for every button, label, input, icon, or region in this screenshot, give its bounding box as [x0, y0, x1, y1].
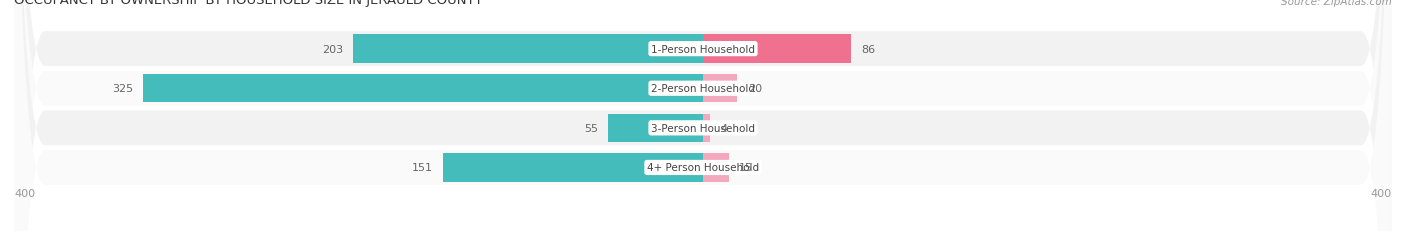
Bar [703, 35, 851, 64]
FancyBboxPatch shape [14, 0, 1392, 231]
Bar [703, 114, 710, 143]
Text: Source: ZipAtlas.com: Source: ZipAtlas.com [1281, 0, 1392, 7]
Text: 2-Person Household: 2-Person Household [651, 84, 755, 94]
Text: 4+ Person Household: 4+ Person Household [647, 163, 759, 173]
Text: OCCUPANCY BY OWNERSHIP BY HOUSEHOLD SIZE IN JERAULD COUNTY: OCCUPANCY BY OWNERSHIP BY HOUSEHOLD SIZE… [14, 0, 482, 7]
FancyBboxPatch shape [14, 0, 1392, 231]
Text: 151: 151 [412, 163, 433, 173]
Bar [353, 35, 703, 64]
Bar [703, 154, 728, 182]
Text: 1-Person Household: 1-Person Household [651, 44, 755, 54]
Text: 4: 4 [720, 123, 727, 133]
Bar [703, 75, 738, 103]
FancyBboxPatch shape [14, 0, 1392, 231]
Text: 400: 400 [1371, 188, 1392, 198]
Text: 325: 325 [112, 84, 134, 94]
Text: 86: 86 [862, 44, 876, 54]
Text: 55: 55 [583, 123, 598, 133]
Bar [443, 154, 703, 182]
Text: 203: 203 [322, 44, 343, 54]
Text: 3-Person Household: 3-Person Household [651, 123, 755, 133]
Text: 400: 400 [14, 188, 35, 198]
Bar [609, 114, 703, 143]
Bar [143, 75, 703, 103]
FancyBboxPatch shape [14, 0, 1392, 231]
Text: 20: 20 [748, 84, 762, 94]
Text: 15: 15 [740, 163, 754, 173]
